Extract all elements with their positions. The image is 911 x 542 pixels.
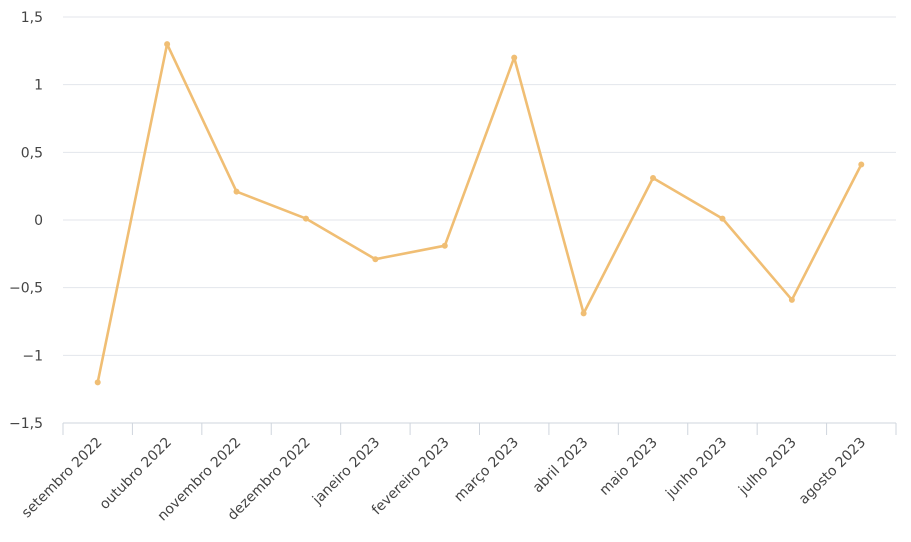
data-point (858, 161, 865, 168)
data-point (372, 256, 379, 263)
data-point (788, 296, 795, 303)
y-tick-label: −0,5 (9, 281, 43, 297)
data-point (441, 242, 448, 249)
x-tick-label: outubro 2022 (97, 435, 175, 513)
data-point (580, 310, 587, 317)
data-point (511, 54, 518, 61)
y-tick-label: 1 (34, 78, 43, 94)
x-tick-label: janeiro 2023 (309, 435, 383, 509)
x-tick-label: setembro 2022 (19, 435, 106, 522)
data-point (302, 215, 309, 222)
x-tick-label: agosto 2023 (796, 435, 869, 508)
y-tick-label: −1,5 (9, 416, 43, 432)
y-tick-label: 0,5 (21, 145, 43, 161)
data-point (650, 175, 657, 182)
series-layer (94, 41, 865, 386)
x-tick-label: maio 2023 (597, 435, 661, 499)
x-tick-label: julho 2023 (735, 435, 799, 499)
x-tick-label: junho 2023 (662, 435, 730, 503)
data-point (94, 379, 101, 386)
data-point (719, 215, 726, 222)
data-point (164, 41, 171, 48)
series-line (96, 42, 863, 384)
x-tick-label: abril 2023 (530, 435, 592, 497)
y-tick-label: −1 (22, 348, 43, 364)
grid-layer (63, 16, 896, 356)
y-tick-label: 1,5 (21, 10, 43, 26)
axis-layer (62, 422, 897, 435)
data-point (233, 188, 240, 195)
y-tick-label: 0 (34, 213, 43, 229)
x-tick-label: março 2023 (451, 435, 522, 506)
